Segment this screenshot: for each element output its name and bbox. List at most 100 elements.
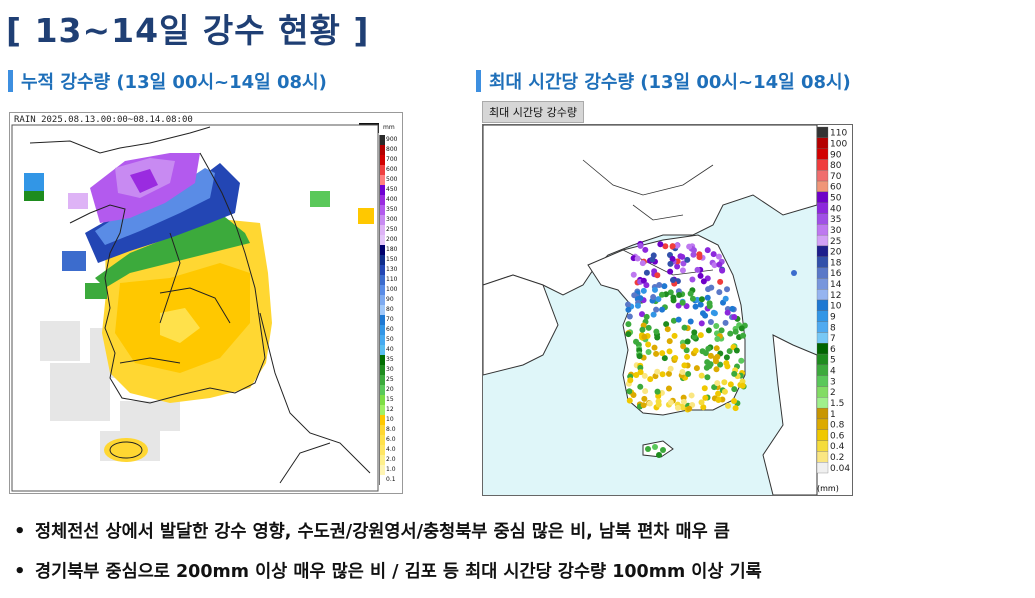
station-dot — [637, 369, 644, 376]
legend-label: 0.1 — [386, 476, 396, 483]
legend-label: 12 — [830, 291, 841, 301]
station-dot — [692, 347, 699, 354]
legend-label: 700 — [386, 156, 398, 163]
station-dot — [655, 296, 662, 303]
max-rain-cell — [130, 169, 158, 193]
legend-label: 35 — [386, 356, 394, 363]
station-dot — [627, 377, 634, 384]
station-dot — [665, 370, 672, 377]
station-dot — [713, 345, 720, 352]
legend-swatch — [379, 325, 385, 335]
legend-label: 80 — [830, 161, 842, 171]
station-dot — [655, 401, 662, 408]
legend-swatch — [816, 364, 829, 376]
station-dot — [686, 405, 693, 412]
rain-cell — [24, 191, 44, 201]
station-dot — [630, 271, 637, 278]
legend-swatch — [379, 185, 385, 195]
station-dot — [654, 368, 661, 375]
station-dot — [683, 303, 690, 310]
accumulated-rainfall-svg — [11, 124, 379, 492]
legend-swatch — [816, 407, 829, 420]
legend-unit: mm — [383, 124, 395, 131]
station-dot — [674, 263, 681, 270]
station-dot — [669, 255, 676, 262]
legend-label: 16 — [830, 269, 842, 279]
station-dot — [664, 326, 671, 333]
legend-swatch — [379, 245, 385, 255]
light-rain-areas — [40, 321, 180, 461]
station-dot — [675, 316, 682, 323]
legend-swatch — [816, 159, 829, 171]
station-dot — [640, 287, 647, 294]
legend-swatch — [816, 256, 829, 268]
station-dots — [625, 240, 797, 458]
legend-swatch — [379, 285, 385, 295]
accumulated-rainfall-map: RAIN 2025.08.13.00:00~08.14.08:00 7774 — [9, 112, 403, 494]
jeju-island — [642, 440, 674, 458]
legend-swatch — [379, 465, 385, 475]
station-dot — [699, 348, 706, 355]
station-dot — [653, 350, 660, 357]
max-hourly-legend: 1101009080706050403530252018161412109876… — [816, 126, 850, 493]
legend-swatch — [379, 225, 385, 235]
station-dot — [681, 324, 688, 331]
legend-swatch — [816, 343, 829, 355]
station-dot — [642, 388, 649, 395]
legend-swatch — [379, 355, 385, 365]
station-dot — [731, 370, 738, 377]
legend-label: 7 — [830, 334, 836, 344]
legend-swatch — [379, 235, 385, 245]
station-dot — [658, 291, 665, 298]
station-dot — [731, 313, 738, 320]
legend-swatch — [816, 386, 829, 398]
station-dot — [704, 294, 711, 301]
station-dot — [674, 404, 681, 411]
station-dot — [669, 277, 676, 284]
max-hourly-rainfall-map: 110 100 90 80 70 60 50 40 35 30 25 20 18 16 14 12 10 9 8 7 6… — [482, 124, 853, 496]
station-dot — [722, 319, 729, 326]
station-dot — [665, 385, 672, 392]
bullet-dot: • — [14, 521, 26, 542]
legend-swatch — [379, 215, 385, 225]
station-dot — [634, 302, 641, 309]
station-dot — [732, 328, 739, 335]
station-dot — [727, 381, 734, 388]
legend-label: 70 — [830, 172, 842, 182]
legend-swatch — [816, 451, 829, 463]
station-dot — [659, 371, 666, 378]
station-dot — [634, 255, 641, 262]
legend-label: 80 — [386, 306, 394, 313]
rain-cell — [310, 191, 330, 207]
legend-label: 25 — [830, 237, 841, 247]
station-dot — [670, 317, 677, 324]
station-dot — [714, 336, 721, 343]
legend-label: 300 — [386, 216, 398, 223]
station-dot — [739, 378, 746, 385]
legend-swatch — [379, 445, 385, 455]
legend-label: 500 — [386, 176, 398, 183]
station-dot — [659, 306, 666, 313]
station-dot — [676, 292, 683, 299]
legend-swatch — [379, 345, 385, 355]
legend-label: 20 — [830, 248, 842, 258]
station-dot — [656, 452, 662, 458]
station-dot — [688, 392, 695, 399]
rain-cell — [62, 251, 86, 271]
station-dot — [714, 380, 721, 387]
station-dot — [645, 348, 652, 355]
station-dot — [722, 295, 729, 302]
station-dot — [626, 388, 633, 395]
station-dot — [645, 341, 652, 348]
station-dot — [640, 402, 647, 409]
station-dot — [645, 446, 651, 452]
legend-label: 14 — [830, 280, 842, 290]
station-dot — [711, 262, 718, 269]
station-dot — [684, 353, 691, 360]
station-dot — [710, 309, 717, 316]
station-dot — [700, 278, 707, 285]
station-dot — [733, 347, 740, 354]
station-dot — [640, 277, 647, 284]
station-dot — [680, 260, 687, 267]
station-dot — [706, 362, 713, 369]
